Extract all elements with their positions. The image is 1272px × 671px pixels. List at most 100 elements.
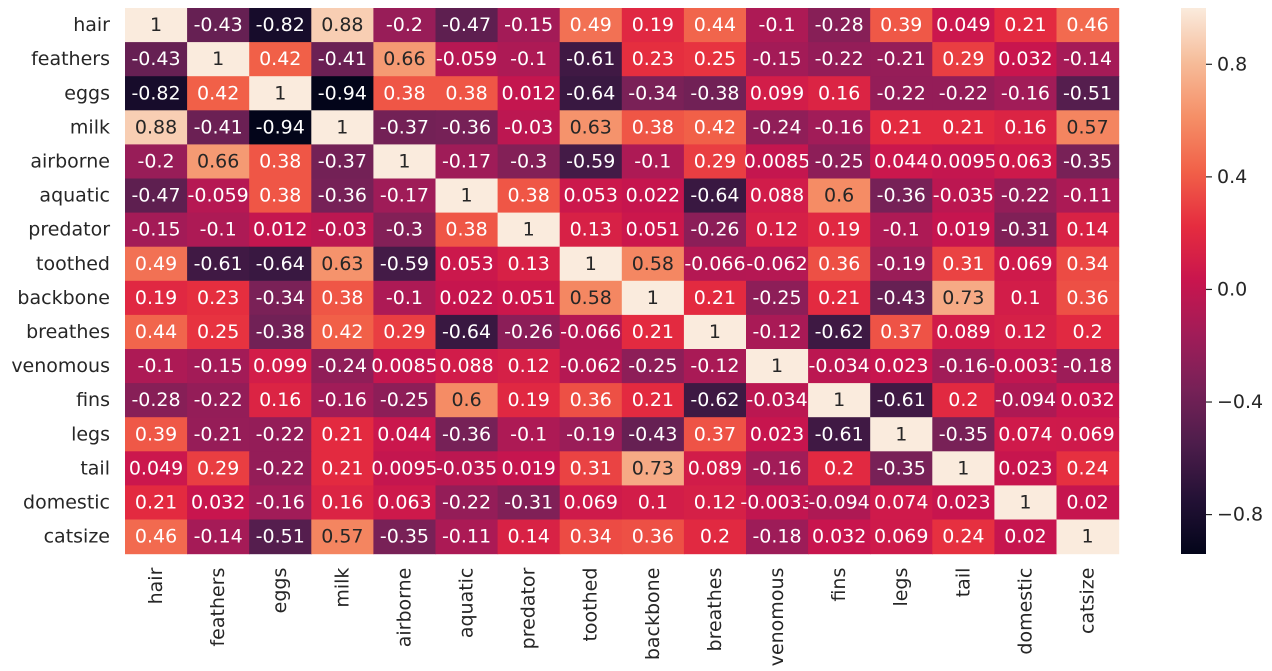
cell-value-label: -0.14 xyxy=(194,526,243,548)
heatmap-cell xyxy=(311,349,374,384)
heatmap-cell xyxy=(497,76,561,111)
cell-value-label: -0.24 xyxy=(752,116,801,138)
heatmap-cell xyxy=(311,178,374,214)
cell-value-label: 0.66 xyxy=(383,48,425,70)
cell-value-label: -0.15 xyxy=(504,14,553,36)
heatmap-cell xyxy=(808,485,871,521)
heatmap-cell xyxy=(435,76,499,111)
x-tick-label: hair xyxy=(145,567,167,604)
x-tick-label: venomous xyxy=(766,568,788,667)
cell-value-label: 0.21 xyxy=(632,389,674,411)
heatmap-cell xyxy=(311,144,374,180)
heatmap-cell xyxy=(1056,178,1120,214)
cell-value-label: 0.012 xyxy=(253,219,307,241)
cell-value-label: 0.044 xyxy=(874,150,928,172)
heatmap-cell xyxy=(249,42,312,77)
heatmap-cell xyxy=(249,519,312,555)
heatmap-cell xyxy=(187,212,250,248)
heatmap-cell xyxy=(994,76,1058,111)
cell-value-label: 0.044 xyxy=(377,423,431,445)
heatmap-cell xyxy=(249,144,312,180)
heatmap-cell xyxy=(435,8,499,43)
heatmap-cell xyxy=(870,76,933,111)
heatmap-cell xyxy=(311,246,374,282)
cell-value-label: 0.032 xyxy=(191,491,245,513)
cell-value-label: 1 xyxy=(1019,491,1031,513)
cell-value-label: 1 xyxy=(212,48,224,70)
heatmap-cell xyxy=(932,383,995,418)
cell-value-label: 0.6 xyxy=(824,185,854,207)
heatmap-cell xyxy=(870,110,933,145)
cell-value-label: 0.069 xyxy=(998,253,1052,275)
heatmap-cell xyxy=(435,246,499,282)
cell-value-label: -0.28 xyxy=(815,14,864,36)
x-tick-label: catsize xyxy=(1077,568,1099,634)
heatmap-cell xyxy=(808,110,871,145)
heatmap-cell xyxy=(808,519,871,555)
heatmap-cell xyxy=(373,246,437,282)
cell-value-label: -0.062 xyxy=(560,355,621,377)
cell-value-label: -0.28 xyxy=(131,389,180,411)
cell-value-label: 0.13 xyxy=(570,219,612,241)
heatmap-cell xyxy=(808,8,871,43)
cell-value-label: 0.074 xyxy=(998,423,1052,445)
cell-value-label: 0.88 xyxy=(135,116,177,138)
heatmap-cell xyxy=(125,144,188,180)
heatmap-cell xyxy=(808,144,871,180)
heatmap-cell xyxy=(1056,246,1120,282)
heatmap-cell xyxy=(559,42,623,77)
cell-value-label: 0.16 xyxy=(321,491,363,513)
heatmap-cell xyxy=(311,8,374,43)
cell-value-label: -0.16 xyxy=(752,457,801,479)
cell-value-label: 0.1 xyxy=(1010,287,1040,309)
heatmap-cell xyxy=(746,212,809,248)
heatmap-cell xyxy=(559,519,623,555)
cell-value-label: -0.062 xyxy=(746,253,807,275)
heatmap-cell xyxy=(125,417,188,452)
y-tick-label: catsize xyxy=(44,526,110,548)
heatmap-cell xyxy=(808,349,871,384)
cell-value-label: -0.0033 xyxy=(989,355,1062,377)
heatmap-cell xyxy=(1056,144,1120,180)
cell-value-label: -0.2 xyxy=(386,14,423,36)
cell-value-label: 0.29 xyxy=(694,150,736,172)
heatmap-cell xyxy=(621,451,685,486)
cell-value-label: 0.12 xyxy=(694,491,736,513)
cell-value-label: -0.03 xyxy=(318,219,367,241)
heatmap-cell xyxy=(683,178,747,214)
heatmap-cell xyxy=(808,280,871,316)
cell-value-label: -0.62 xyxy=(815,321,864,343)
heatmap-cell xyxy=(125,178,188,214)
heatmap-cell xyxy=(559,280,623,316)
heatmap-cell xyxy=(870,485,933,521)
colorbar-tick-label: −0.8 xyxy=(1217,504,1263,526)
heatmap-cell xyxy=(125,212,188,248)
cell-value-label: 0.2 xyxy=(824,457,854,479)
cell-value-label: 0.16 xyxy=(818,82,860,104)
cell-value-label: 1 xyxy=(336,116,348,138)
heatmap-cell xyxy=(187,417,250,452)
heatmap-cell xyxy=(435,349,499,384)
cell-value-label: 0.42 xyxy=(321,321,363,343)
cell-value-label: 0.36 xyxy=(570,389,612,411)
heatmap-cell xyxy=(1056,280,1120,316)
cell-value-label: 0.0095 xyxy=(371,457,437,479)
cell-value-label: -0.43 xyxy=(194,14,243,36)
heatmap-cell xyxy=(932,8,995,43)
heatmap-cell xyxy=(870,349,933,384)
heatmap-cell xyxy=(932,76,995,111)
heatmap-cell xyxy=(870,314,933,350)
cell-value-label: 0.39 xyxy=(880,14,922,36)
heatmap-cell xyxy=(187,42,250,77)
cell-value-label: 0.73 xyxy=(942,287,984,309)
colorbar-tick-label: 0.0 xyxy=(1217,278,1247,300)
heatmap-cell xyxy=(373,110,437,145)
heatmap-cell xyxy=(249,451,312,486)
heatmap-cell xyxy=(621,383,685,418)
heatmap-cell xyxy=(187,110,250,145)
heatmap-cell xyxy=(311,42,374,77)
cell-value-label: 0.032 xyxy=(1060,389,1114,411)
x-tick-label: breathes xyxy=(704,568,726,652)
heatmap-cell xyxy=(187,8,250,43)
heatmap-cell xyxy=(683,110,747,145)
